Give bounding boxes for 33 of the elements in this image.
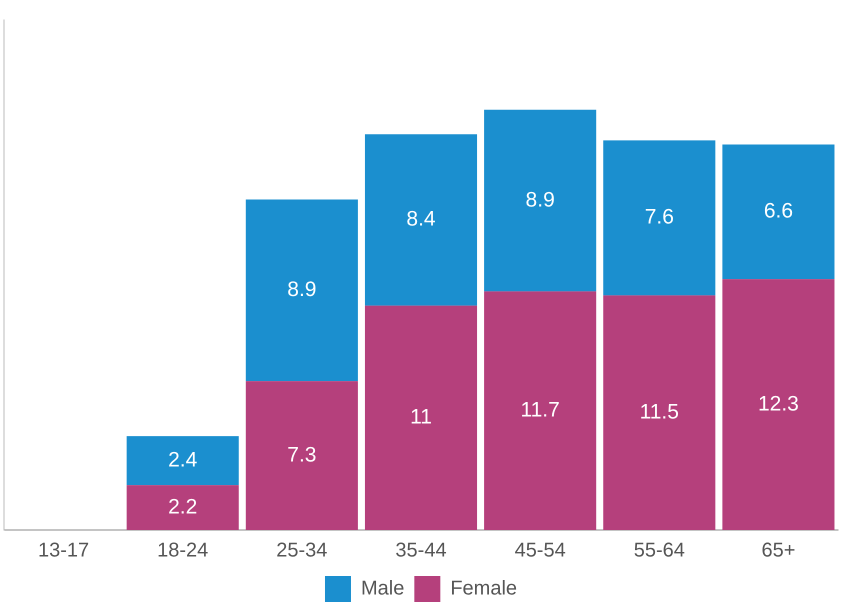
bar <box>722 279 834 530</box>
data-label: 8.9 <box>287 278 316 302</box>
bar <box>126 485 239 530</box>
x-tick-label: 45-54 <box>514 540 566 562</box>
x-tick-label: 13-17 <box>38 540 90 562</box>
bar <box>364 134 478 306</box>
data-label: 6.6 <box>764 200 794 223</box>
bar <box>603 140 716 296</box>
data-label: 7.6 <box>644 206 674 229</box>
x-tick-label: 18-24 <box>157 540 208 562</box>
legend-label: Female <box>450 578 518 600</box>
bar <box>364 306 478 530</box>
legend-label: Male <box>360 578 404 600</box>
bar <box>484 291 596 530</box>
data-label: 2.4 <box>168 448 198 472</box>
data-label: 7.3 <box>287 443 316 466</box>
data-label: 11 <box>410 406 432 429</box>
x-tick-label: 65+ <box>761 540 796 562</box>
data-label: 11.7 <box>520 398 560 422</box>
x-tick-label: 35-44 <box>395 540 447 562</box>
data-label: 8.9 <box>526 188 555 212</box>
bar <box>246 200 358 382</box>
data-label: 11.5 <box>640 400 679 424</box>
bar <box>484 110 596 292</box>
bar <box>603 295 716 530</box>
x-tick-label: 55-64 <box>634 540 685 562</box>
data-label: 8.4 <box>406 208 436 231</box>
x-tick-label: 25-34 <box>276 540 328 562</box>
bar <box>126 436 239 486</box>
data-label: 2.2 <box>168 495 198 518</box>
bar <box>722 144 834 280</box>
data-label: 12.3 <box>758 392 799 416</box>
bar <box>246 381 358 530</box>
